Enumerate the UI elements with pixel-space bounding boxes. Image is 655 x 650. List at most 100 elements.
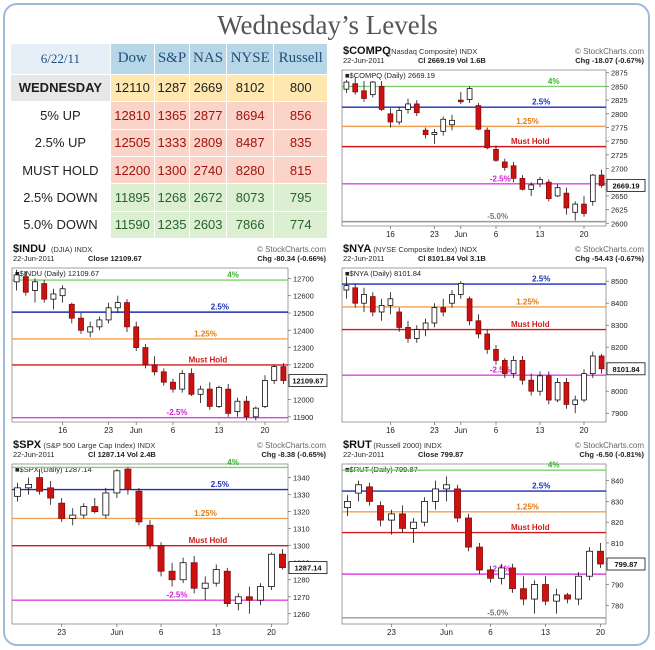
- last-price-tag: [288, 374, 328, 387]
- candle-body: [457, 99, 464, 103]
- candle-body: [598, 174, 605, 186]
- table-cell: 12810: [109, 101, 155, 130]
- candle-body: [457, 283, 464, 295]
- candle-body: [142, 347, 149, 366]
- y-tick-label: 1260: [293, 610, 310, 619]
- candle-body: [572, 203, 579, 213]
- candle: [212, 564, 220, 587]
- candle: [366, 482, 373, 506]
- candle-body: [343, 285, 350, 291]
- table-cell: 2669: [189, 73, 227, 103]
- chart-panel-rut: $RUT (Russell 2000) INDX © StockCharts.com…: [340, 438, 646, 638]
- candle: [431, 129, 438, 144]
- candle: [520, 576, 527, 606]
- candle: [572, 201, 579, 221]
- candle-body: [487, 569, 494, 579]
- table-row-5pct-up: 5% UP 12810 1365 2877 8694 856: [10, 101, 328, 130]
- y-tick-label: 2600: [611, 219, 628, 228]
- candle-body: [545, 375, 552, 401]
- y-tick-label: 2875: [611, 69, 628, 78]
- row-label: MUST HOLD: [10, 155, 111, 185]
- candle-body: [256, 586, 264, 601]
- candle-body: [113, 470, 121, 494]
- table-cell: 1287: [153, 73, 191, 103]
- table-cell: 1235: [153, 210, 191, 240]
- candle: [344, 495, 351, 516]
- level-label-must-hold: Must Hold: [511, 320, 550, 329]
- candle-body: [431, 307, 438, 324]
- candle-body: [105, 307, 112, 321]
- candle: [225, 383, 232, 417]
- chart-brand: © StockCharts.com: [257, 245, 326, 254]
- page-title: Wednesday’s Levels: [217, 10, 438, 40]
- candle: [352, 77, 359, 95]
- level-label-minus-2-5pct: -2.5%: [490, 366, 511, 375]
- table-cell: 7866: [225, 210, 275, 240]
- candle: [271, 364, 278, 384]
- candle: [69, 508, 77, 526]
- candle-body: [146, 524, 154, 547]
- candle-body: [554, 187, 561, 197]
- y-tick-label: 12600: [293, 292, 314, 301]
- chart-date: 22-Jun-2011: [343, 254, 385, 263]
- candle-body: [410, 521, 417, 529]
- candle: [581, 369, 587, 403]
- candlestick-chart-indu: $INDU (DJIA) INDX © StockCharts.com 22-Jun-…: [11, 243, 328, 435]
- table-cell: 2877: [189, 101, 227, 130]
- candle-body: [36, 477, 44, 492]
- chart-change: Chg -80.34 (-0.66%): [257, 254, 326, 263]
- table-cell: 8694: [225, 101, 275, 130]
- table-cell: 774: [273, 210, 328, 240]
- table-row-2-5pct-down: 2.5% DOWN 11895 1268 2672 8073 795: [10, 183, 328, 212]
- candle-body: [22, 276, 29, 293]
- chart-symbol-desc: (Nasdaq Composite) INDX: [389, 47, 478, 56]
- candle: [598, 353, 605, 374]
- chart-symbol-desc: (S&P 500 Large Cap Index) INDX: [43, 441, 155, 450]
- x-tick-label: Jun: [110, 628, 123, 637]
- candle-body: [96, 319, 103, 328]
- candle-body: [431, 132, 438, 135]
- candle-body: [589, 174, 596, 202]
- candle-body: [133, 326, 140, 348]
- candle-body: [32, 281, 38, 291]
- column-header-nyse: NYSE: [225, 43, 275, 75]
- level-label-minus-2-5pct: -2.5%: [490, 174, 511, 183]
- candle: [542, 576, 549, 606]
- chart-symbol: $RUT: [343, 439, 372, 451]
- candle: [36, 469, 44, 495]
- candle: [124, 299, 130, 333]
- candle-body: [378, 86, 385, 110]
- y-tick-label: 12700: [293, 274, 314, 283]
- candle: [361, 80, 367, 102]
- candle-body: [361, 90, 367, 99]
- candle: [378, 298, 385, 321]
- candle: [102, 487, 110, 519]
- candle-body: [581, 203, 587, 214]
- candle: [377, 501, 384, 527]
- candle: [168, 562, 176, 587]
- level-label-must-hold: Must Hold: [189, 355, 228, 364]
- candle-body: [564, 594, 571, 600]
- candle: [388, 509, 395, 535]
- candle-body: [170, 381, 176, 390]
- level-label-must-hold: Must Hold: [189, 536, 228, 545]
- candle-body: [50, 293, 57, 300]
- level-label-4pct: 4%: [548, 461, 560, 470]
- candle-body: [475, 320, 482, 335]
- chart-legend: ■$RUT (Daily) 799.87: [345, 465, 418, 474]
- candle-body: [13, 274, 20, 283]
- candle: [554, 183, 561, 197]
- candle: [405, 98, 411, 114]
- column-header-sp: S&P: [153, 43, 191, 75]
- candle-body: [476, 546, 483, 571]
- chart-close-volume: Cl 8101.84 Vol 3.1B: [418, 254, 486, 263]
- candle: [405, 320, 411, 343]
- candle: [413, 100, 420, 116]
- y-tick-label: 840: [611, 477, 624, 486]
- y-tick-label: 1340: [293, 474, 310, 483]
- candle: [157, 542, 165, 577]
- candle: [554, 378, 561, 403]
- level-label-2-5pct: 2.5%: [532, 98, 550, 107]
- candle: [553, 588, 560, 614]
- candle: [431, 303, 438, 328]
